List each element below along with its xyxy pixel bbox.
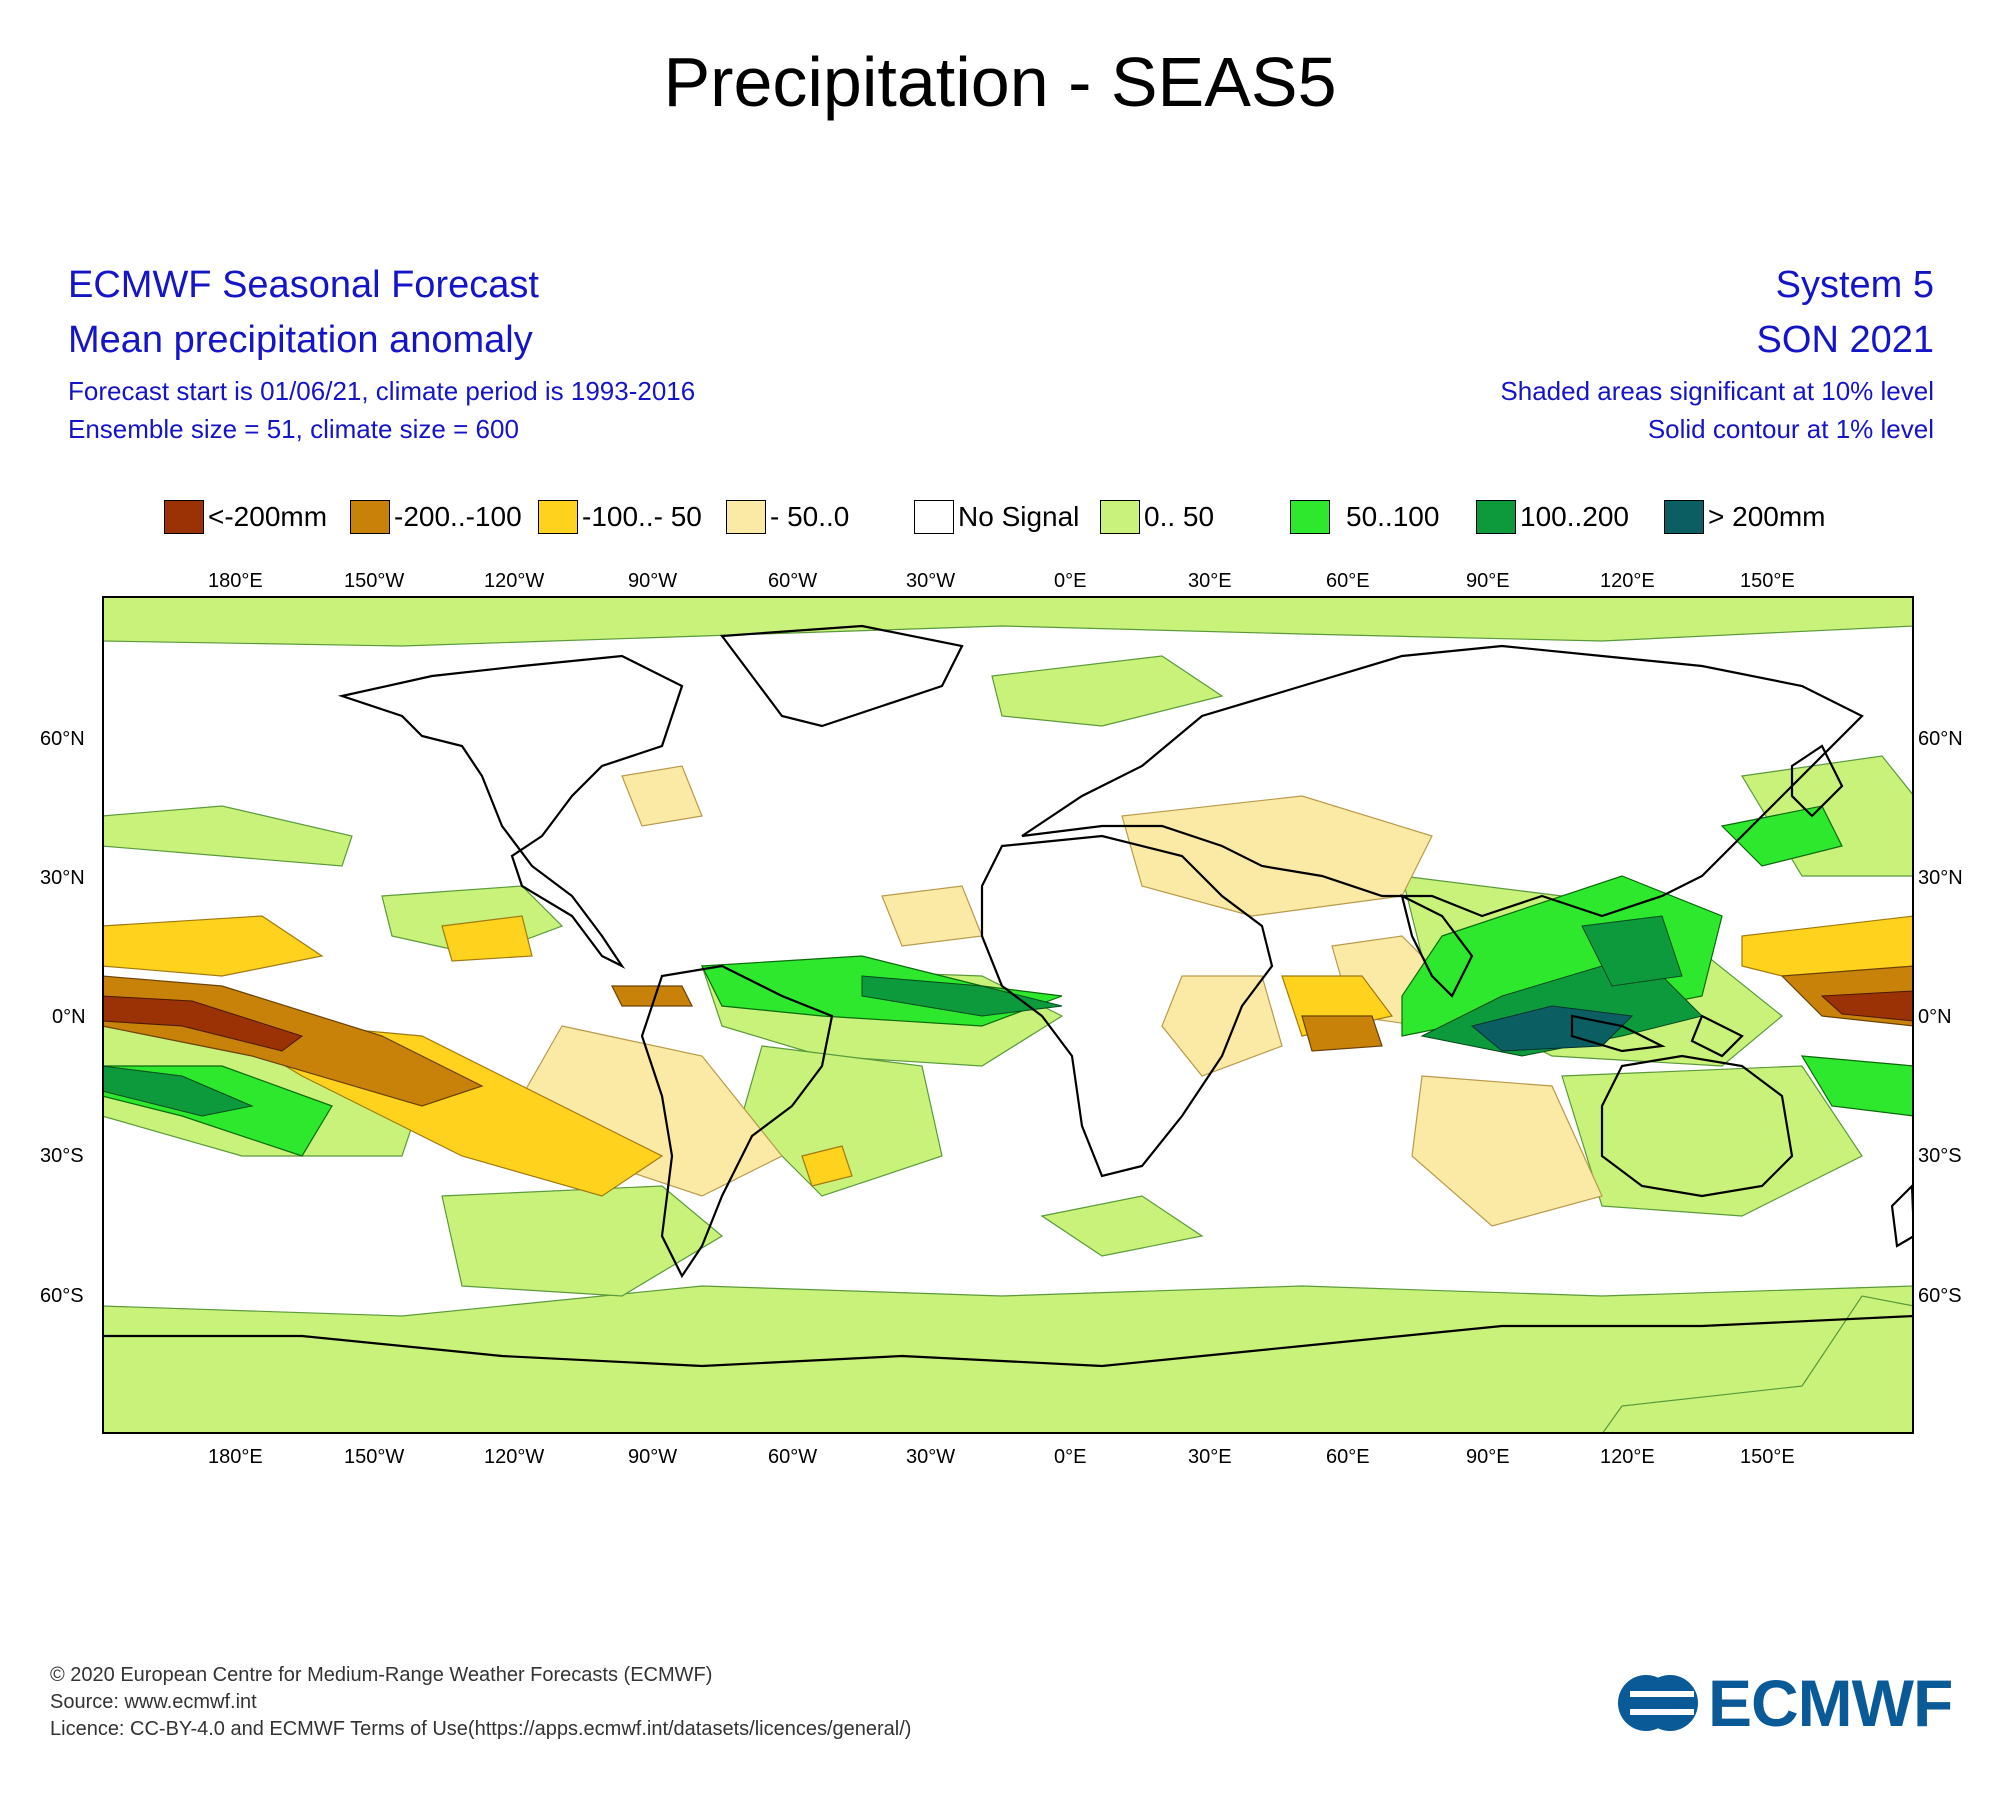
lon-label: 150°E	[1740, 570, 1795, 592]
legend-item-4: - 50..0	[726, 498, 849, 536]
footer: © 2020 European Centre for Medium-Range …	[50, 1662, 911, 1743]
lon-label: 150°W	[344, 1446, 405, 1468]
legend-label: 0.. 50	[1144, 501, 1215, 532]
lat-label: 60°N	[40, 728, 85, 750]
lat-label: 60°N	[1918, 728, 1963, 750]
legend-swatch	[1290, 500, 1330, 534]
copyright-text: © 2020 European Centre for Medium-Range …	[50, 1664, 713, 1686]
lon-label: 60°E	[1326, 1446, 1370, 1468]
header-left-line4: Ensemble size = 51, climate size = 600	[68, 414, 519, 444]
lon-label: 120°W	[484, 570, 545, 592]
logo-text: ECMWF	[1708, 1666, 1953, 1740]
lon-label: 90°E	[1466, 1446, 1510, 1468]
lat-label: 60°S	[1918, 1285, 1962, 1307]
lon-label: 180°E	[208, 1446, 263, 1468]
lon-label: 60°W	[768, 1446, 818, 1468]
header-left-line1: ECMWF Seasonal Forecast	[68, 264, 539, 306]
lon-label: 60°W	[768, 570, 818, 592]
legend-item-8: 100..200	[1476, 498, 1629, 536]
header-left-line3: Forecast start is 01/06/21, climate peri…	[68, 376, 696, 406]
header-right: System 5 SON 2021 Shaded areas significa…	[1500, 258, 1934, 448]
header-right-line1: System 5	[1775, 264, 1934, 306]
legend-swatch	[1664, 500, 1704, 534]
lon-label: 120°W	[484, 1446, 545, 1468]
page-title: Precipitation - SEAS5	[663, 43, 1337, 121]
legend-swatch	[1100, 500, 1140, 534]
header-right-line3: Shaded areas significant at 10% level	[1500, 376, 1934, 406]
ecmwf-logo: ECMWF	[1616, 1666, 1966, 1740]
legend-label: -200..-100	[394, 501, 522, 532]
lon-label: 120°E	[1600, 1446, 1655, 1468]
lon-label: 30°W	[906, 570, 956, 592]
header-right-line2: SON 2021	[1756, 319, 1934, 361]
legend-item-6: 0.. 50	[1100, 498, 1214, 536]
header-left: ECMWF Seasonal Forecast Mean precipitati…	[68, 258, 695, 448]
licence-text: Licence: CC-BY-4.0 and ECMWF Terms of Us…	[50, 1718, 912, 1740]
lon-label: 120°E	[1600, 570, 1655, 592]
legend: <-200mm -200..-100 -100..- 50 - 50..0 No…	[0, 498, 2000, 538]
legend-label: <-200mm	[208, 501, 328, 532]
lon-label: 30°W	[906, 1446, 956, 1468]
lon-label: 180°E	[208, 570, 263, 592]
header-right-line4: Solid contour at 1% level	[1647, 414, 1934, 444]
legend-item-9: > 200mm	[1664, 498, 1826, 536]
legend-swatch	[538, 500, 578, 534]
lat-label: 30°N	[1918, 867, 1963, 889]
lon-label: 150°E	[1740, 1446, 1795, 1468]
precipitation-anomaly-map	[102, 596, 1914, 1434]
ecmwf-logo-icon	[1618, 1675, 1698, 1731]
legend-swatch	[164, 500, 204, 534]
legend-label: -100..- 50	[582, 501, 702, 532]
legend-label: 100..200	[1520, 501, 1629, 532]
lat-label: 0°N	[1918, 1006, 1952, 1028]
lon-label: 60°E	[1326, 570, 1370, 592]
lon-label: 30°E	[1188, 1446, 1232, 1468]
lat-label: 30°S	[1918, 1145, 1962, 1167]
lat-label: 60°S	[40, 1285, 84, 1307]
lat-label: 30°N	[40, 867, 85, 889]
legend-item-7: 50..100	[1290, 498, 1439, 536]
legend-label: > 200mm	[1708, 501, 1826, 532]
header-left-line2: Mean precipitation anomaly	[68, 319, 533, 361]
lon-label: 90°W	[628, 1446, 678, 1468]
legend-item-2: -200..-100	[350, 498, 522, 536]
legend-label: No Signal	[958, 501, 1080, 532]
lon-label: 0°E	[1054, 570, 1087, 592]
legend-swatch	[914, 500, 954, 534]
legend-swatch	[726, 500, 766, 534]
source-text: Source: www.ecmwf.int	[50, 1691, 257, 1713]
lon-label: 90°W	[628, 570, 678, 592]
lon-label: 30°E	[1188, 570, 1232, 592]
legend-item-5: No Signal	[914, 498, 1079, 536]
lat-label: 30°S	[40, 1145, 84, 1167]
lat-label: 0°N	[52, 1006, 86, 1028]
legend-item-1: <-200mm	[164, 498, 327, 536]
legend-swatch	[350, 500, 390, 534]
legend-item-3: -100..- 50	[538, 498, 702, 536]
legend-swatch	[1476, 500, 1516, 534]
lon-label: 150°W	[344, 570, 405, 592]
legend-label: 50..100	[1346, 501, 1440, 532]
legend-label: - 50..0	[770, 501, 850, 532]
lon-label: 90°E	[1466, 570, 1510, 592]
lon-label: 0°E	[1054, 1446, 1087, 1468]
